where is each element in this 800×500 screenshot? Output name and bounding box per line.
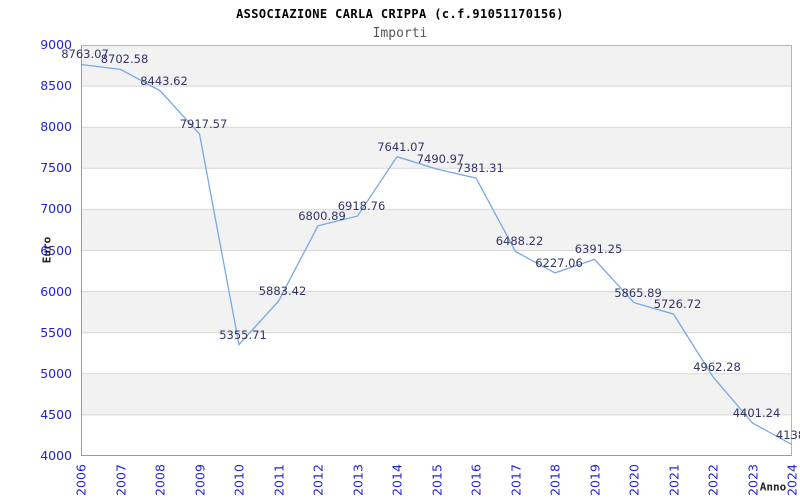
value-label-2019: 6391.25: [574, 242, 623, 257]
x-tick-label-2024: 2024: [784, 464, 800, 496]
chart-subtitle: Importi: [372, 26, 428, 41]
value-label-2020: 5865.89: [614, 285, 662, 300]
x-tick-label-2017: 2017: [508, 464, 523, 496]
x-tick-label-2011: 2011: [271, 464, 286, 496]
value-label-2011: 5883.42: [258, 284, 307, 299]
value-label-2007: 8702.58: [100, 52, 149, 67]
x-tick-label-2009: 2009: [192, 464, 207, 496]
x-tick-label-2022: 2022: [705, 464, 721, 496]
x-tick-label-2020: 2020: [626, 464, 642, 496]
value-label-2013: 6918.76: [337, 199, 386, 214]
y-tick-label-8000: 8000: [40, 119, 72, 135]
value-label-2008: 8443.62: [140, 73, 188, 88]
x-tick-label-2019: 2019: [587, 464, 602, 496]
value-label-2022: 4962.28: [693, 359, 741, 374]
plot-area: [81, 45, 792, 456]
x-tick-label-2021: 2021: [666, 464, 681, 496]
x-tick-label-2015: 2015: [429, 464, 444, 496]
value-label-2014: 7641.07: [377, 139, 425, 154]
value-label-2023: 4401.24: [732, 406, 781, 421]
value-label-2015: 7490.97: [416, 152, 465, 167]
chart-title: ASSOCIAZIONE CARLA CRIPPA (c.f.910511701…: [236, 7, 564, 21]
x-tick-label-2016: 2016: [468, 464, 484, 496]
y-tick-label-6500: 6500: [40, 242, 72, 258]
line-chart-canvas: [81, 45, 792, 456]
y-tick-label-6000: 6000: [40, 283, 72, 299]
y-tick-label-5500: 5500: [40, 324, 72, 340]
x-tick-label-2007: 2007: [113, 464, 128, 496]
x-tick-label-2010: 2010: [231, 464, 247, 496]
x-tick-label-2008: 2008: [152, 464, 168, 496]
background-band: [81, 291, 792, 333]
x-tick-label-2006: 2006: [73, 464, 89, 496]
x-tick-label-2018: 2018: [547, 464, 563, 496]
value-label-2012: 6800.89: [298, 208, 346, 223]
background-band: [81, 209, 792, 251]
value-label-2018: 6227.06: [535, 255, 583, 270]
value-label-2009: 7917.57: [179, 116, 228, 131]
value-label-2021: 5726.72: [653, 297, 702, 312]
value-label-2016: 7381.31: [456, 161, 504, 176]
y-tick-label-4000: 4000: [40, 448, 72, 463]
x-tick-label-2023: 2023: [745, 464, 760, 496]
x-tick-label-2014: 2014: [389, 464, 405, 496]
background-band: [81, 45, 792, 87]
y-tick-label-8500: 8500: [40, 78, 72, 94]
value-label-2006: 8763.07: [61, 47, 109, 62]
trend-line: [81, 63, 792, 446]
x-tick-label-2012: 2012: [310, 464, 326, 496]
background-band: [81, 373, 792, 415]
x-tick-label-2013: 2013: [350, 464, 365, 496]
y-tick-label-9000: 9000: [40, 37, 72, 52]
y-tick-label-5000: 5000: [40, 365, 72, 381]
y-axis-title: Euro: [40, 236, 54, 264]
x-axis-title: Anno: [759, 480, 787, 494]
y-tick-label-7500: 7500: [40, 160, 72, 176]
y-tick-label-7000: 7000: [40, 201, 72, 217]
y-tick-label-4500: 4500: [40, 406, 72, 422]
value-label-2010: 5355.71: [219, 327, 267, 342]
value-label-2017: 6488.22: [495, 234, 544, 249]
value-label-2024: 4138.9: [775, 427, 800, 442]
